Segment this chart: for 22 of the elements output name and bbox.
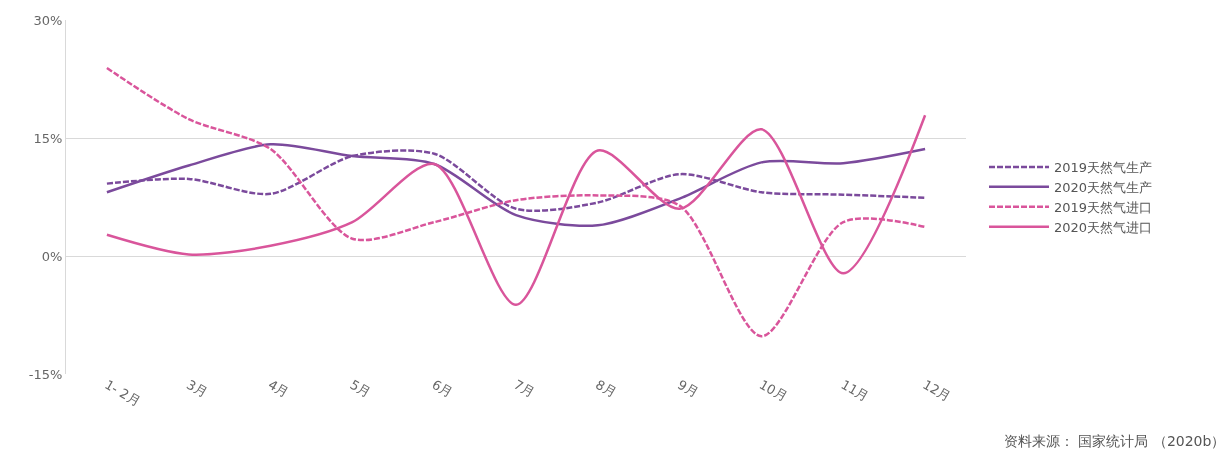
legend-label: 2019天然气生产 bbox=[1054, 160, 1153, 176]
y-tick-label: 15% bbox=[33, 130, 63, 146]
x-tick-label: 4月 bbox=[265, 376, 292, 401]
x-tick-label: 11月 bbox=[838, 376, 872, 405]
legend-label: 2019天然气进口 bbox=[1054, 199, 1153, 215]
x-tick-label: 12月 bbox=[920, 376, 954, 405]
x-tick-label: 10月 bbox=[756, 376, 790, 405]
line-series bbox=[105, 66, 927, 338]
x-tick-label: 6月 bbox=[429, 376, 456, 401]
text: 资料来源： 国家统计局 （2020b） bbox=[1004, 433, 1226, 449]
x-tick-label: 7月 bbox=[511, 376, 538, 401]
x-tick-label: 9月 bbox=[674, 376, 701, 401]
x-tick-label: 5月 bbox=[347, 376, 374, 401]
x-tick-label: 3月 bbox=[183, 376, 210, 401]
y-tick-label: 0% bbox=[41, 248, 63, 264]
x-tick-label: 1- 2月 bbox=[102, 376, 143, 409]
legend-label: 2020天然气生产 bbox=[1054, 179, 1153, 195]
y-tick-label: -15% bbox=[28, 366, 63, 382]
line-series bbox=[105, 143, 927, 228]
y-tick-label: 30% bbox=[33, 12, 63, 28]
x-tick-label: 8月 bbox=[593, 376, 619, 401]
legend-label: 2020天然气进口 bbox=[1054, 219, 1153, 235]
